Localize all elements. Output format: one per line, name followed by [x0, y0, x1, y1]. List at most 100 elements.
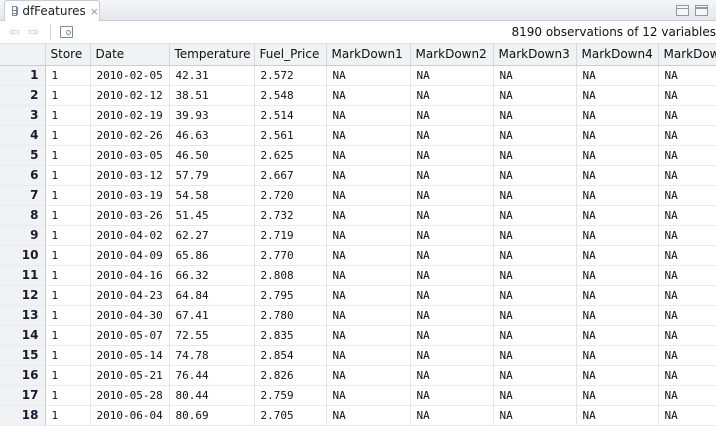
table-cell: NA	[493, 385, 577, 406]
table-cell: 2010-04-30	[90, 305, 170, 326]
tab-dffeatures[interactable]: dfFeatures ×	[4, 0, 100, 21]
table-row[interactable]: 5 1 2010-03-05 46.50 2.625 NA NA NA NA NA	[0, 145, 716, 166]
filter-icon[interactable]	[60, 26, 73, 38]
row-number: 6	[0, 165, 46, 186]
table-cell: 2.795	[254, 285, 327, 306]
table-cell: NA	[493, 345, 577, 366]
column-header-markdown1[interactable]: MarkDown1	[326, 44, 411, 66]
table-cell: 1	[45, 145, 91, 166]
table-cell: 1	[45, 285, 91, 306]
column-header-store[interactable]: Store	[45, 44, 91, 66]
row-number: 16	[0, 365, 46, 386]
table-cell: 2.826	[254, 365, 327, 386]
column-header-markdown5[interactable]: MarkDown5	[658, 44, 716, 66]
table-cell: NA	[410, 125, 494, 146]
column-header-markdown4[interactable]: MarkDown4	[576, 44, 659, 66]
table-row[interactable]: 17 1 2010-05-28 80.44 2.759 NA NA NA NA NA	[0, 385, 716, 406]
table-cell: NA	[493, 65, 577, 86]
table-cell: NA	[410, 85, 494, 106]
column-header-markdown2[interactable]: MarkDown2	[410, 44, 494, 66]
tab-label: dfFeatures	[22, 4, 86, 18]
table-cell: NA	[658, 205, 716, 226]
table-cell: NA	[576, 365, 659, 386]
table-row[interactable]: 14 1 2010-05-07 72.55 2.835 NA NA NA NA NA	[0, 325, 716, 346]
table-cell: NA	[658, 325, 716, 346]
table-cell: NA	[576, 85, 659, 106]
table-cell: 1	[45, 65, 91, 86]
table-row[interactable]: 11 1 2010-04-16 66.32 2.808 NA NA NA NA NA	[0, 265, 716, 286]
row-number: 14	[0, 325, 46, 346]
table-row[interactable]: 15 1 2010-05-14 74.78 2.854 NA NA NA NA NA	[0, 345, 716, 366]
table-cell: NA	[410, 365, 494, 386]
data-grid[interactable]: Store Date Temperature Fuel_Price MarkDo…	[0, 44, 716, 426]
table-cell: NA	[658, 265, 716, 286]
table-cell: NA	[326, 285, 411, 306]
table-row[interactable]: 9 1 2010-04-02 62.27 2.719 NA NA NA NA NA	[0, 225, 716, 246]
row-number: 12	[0, 285, 46, 306]
data-grid-icon	[12, 6, 18, 16]
table-row[interactable]: 3 1 2010-02-19 39.93 2.514 NA NA NA NA NA	[0, 105, 716, 126]
column-header-temperature[interactable]: Temperature	[169, 44, 255, 66]
table-row[interactable]: 4 1 2010-02-26 46.63 2.561 NA NA NA NA NA	[0, 125, 716, 146]
table-cell: NA	[658, 165, 716, 186]
table-cell: 2.561	[254, 125, 327, 146]
table-row[interactable]: 6 1 2010-03-12 57.79 2.667 NA NA NA NA NA	[0, 165, 716, 186]
table-cell: 1	[45, 385, 91, 406]
table-cell: NA	[410, 185, 494, 206]
row-number: 3	[0, 105, 46, 126]
table-cell: 2010-02-19	[90, 105, 170, 126]
arrow-right-icon[interactable]: ⇨	[28, 25, 39, 40]
table-cell: NA	[493, 285, 577, 306]
table-cell: NA	[410, 245, 494, 266]
table-cell: NA	[576, 165, 659, 186]
column-header-markdown3[interactable]: MarkDown3	[493, 44, 577, 66]
column-header-fuel-price[interactable]: Fuel_Price	[254, 44, 327, 66]
table-cell: 1	[45, 305, 91, 326]
table-row[interactable]: 7 1 2010-03-19 54.58 2.720 NA NA NA NA NA	[0, 185, 716, 206]
viewer-toolbar: ⇦ ⇨ 8190 observations of 12 variables	[0, 21, 716, 44]
arrow-left-icon[interactable]: ⇦	[9, 25, 20, 40]
table-row[interactable]: 1 1 2010-02-05 42.31 2.572 NA NA NA NA NA	[0, 65, 716, 86]
table-row[interactable]: 16 1 2010-05-21 76.44 2.826 NA NA NA NA NA	[0, 365, 716, 386]
maximize-pane-icon[interactable]	[695, 5, 708, 16]
table-row[interactable]: 8 1 2010-03-26 51.45 2.732 NA NA NA NA NA	[0, 205, 716, 226]
table-cell: 2010-02-26	[90, 125, 170, 146]
minimize-pane-icon[interactable]	[676, 5, 689, 16]
table-cell: 2.572	[254, 65, 327, 86]
table-cell: NA	[493, 85, 577, 106]
table-cell: 46.50	[169, 145, 255, 166]
table-cell: 2010-04-16	[90, 265, 170, 286]
table-row[interactable]: 18 1 2010-06-04 80.69 2.705 NA NA NA NA NA	[0, 405, 716, 426]
table-cell: NA	[658, 345, 716, 366]
table-cell: 2010-02-12	[90, 85, 170, 106]
close-icon[interactable]: ×	[89, 4, 99, 18]
table-row[interactable]: 12 1 2010-04-23 64.84 2.795 NA NA NA NA NA	[0, 285, 716, 306]
table-cell: NA	[658, 65, 716, 86]
table-row[interactable]: 10 1 2010-04-09 65.86 2.770 NA NA NA NA NA	[0, 245, 716, 266]
table-cell: NA	[410, 405, 494, 426]
table-cell: NA	[493, 185, 577, 206]
observations-count: 8190 observations of 12 variables	[511, 25, 716, 39]
table-cell: NA	[326, 305, 411, 326]
table-cell: 2010-03-12	[90, 165, 170, 186]
table-cell: 74.78	[169, 345, 255, 366]
table-cell: 2010-04-02	[90, 225, 170, 246]
table-cell: 2010-02-05	[90, 65, 170, 86]
table-cell: 2.770	[254, 245, 327, 266]
table-cell: 72.55	[169, 325, 255, 346]
column-header-date[interactable]: Date	[90, 44, 170, 66]
table-row[interactable]: 13 1 2010-04-30 67.41 2.780 NA NA NA NA NA	[0, 305, 716, 326]
table-cell: NA	[410, 305, 494, 326]
table-cell: NA	[493, 125, 577, 146]
table-cell: NA	[326, 365, 411, 386]
table-cell: 1	[45, 225, 91, 246]
table-cell: 64.84	[169, 285, 255, 306]
table-cell: NA	[410, 345, 494, 366]
table-cell: NA	[493, 325, 577, 346]
table-cell: NA	[326, 225, 411, 246]
table-cell: NA	[410, 205, 494, 226]
table-cell: NA	[326, 165, 411, 186]
row-number: 1	[0, 65, 46, 86]
table-row[interactable]: 2 1 2010-02-12 38.51 2.548 NA NA NA NA NA	[0, 85, 716, 106]
table-cell: 1	[45, 245, 91, 266]
